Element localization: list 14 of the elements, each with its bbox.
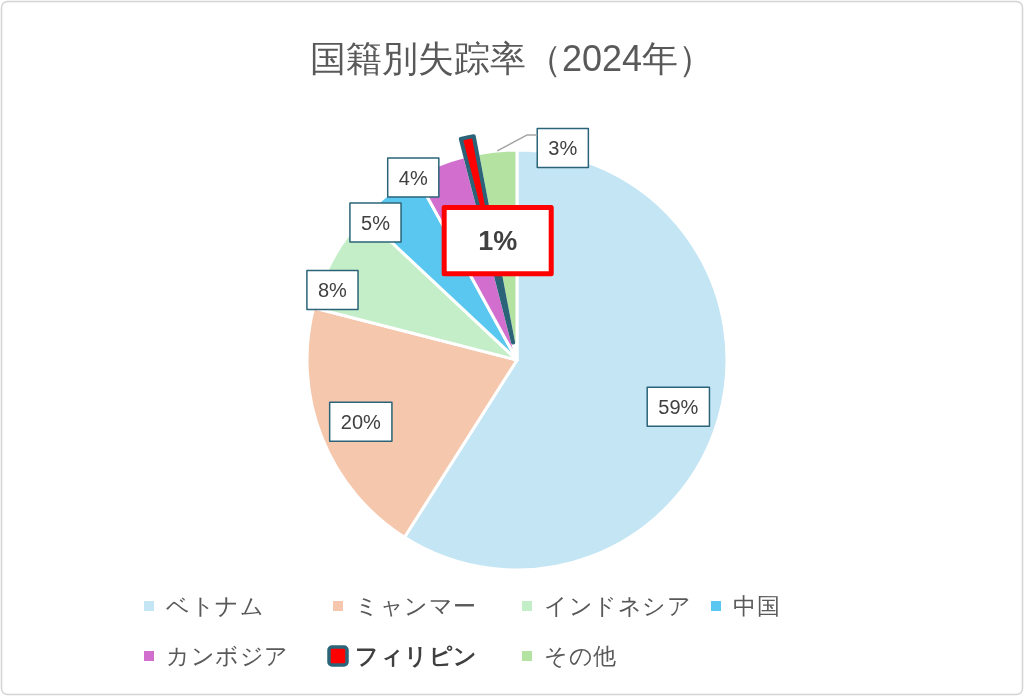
legend-label: ミャンマー	[355, 593, 477, 619]
data-label: 8%	[318, 279, 348, 302]
title: 国籍別失踪率（2024年）	[309, 38, 715, 79]
legend-label: フィリピン	[355, 643, 478, 669]
legend-label: ベトナム	[166, 593, 264, 619]
data-label: 3%	[548, 137, 578, 160]
data-label: 59%	[658, 396, 699, 419]
data-label: 20%	[340, 411, 382, 434]
data-label: 5%	[361, 211, 391, 234]
data-label: 1%	[478, 226, 518, 257]
legend-label: その他	[544, 643, 617, 669]
legend-label: 中国	[733, 593, 780, 619]
legend-label: カンボジア	[166, 643, 289, 669]
data-label: 4%	[398, 166, 428, 189]
